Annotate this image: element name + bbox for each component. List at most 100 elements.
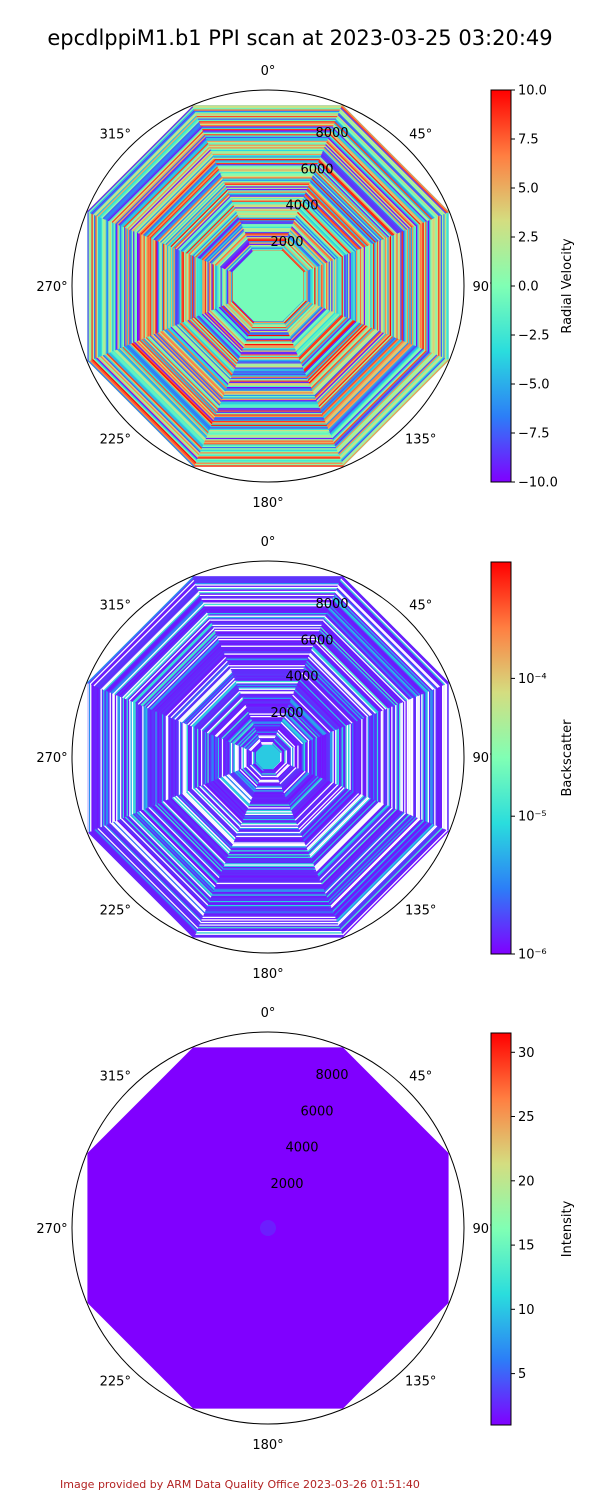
- ppi-range-gate: [206, 695, 245, 734]
- ppi-range-gate: [287, 704, 321, 738]
- ppi-range-gate: [217, 305, 249, 337]
- ppi-range-gate: [274, 763, 289, 778]
- ppi-range-gate: [217, 235, 249, 267]
- ppi-range-gate: [321, 151, 403, 233]
- ppi-range-gate: [325, 343, 412, 430]
- ppi-range-gate: [313, 172, 382, 241]
- ppi-range-gate: [163, 798, 227, 862]
- ppi-range-gate: [283, 301, 310, 328]
- ppi-range-gate: [129, 341, 213, 425]
- ppi-range-gate: [169, 796, 229, 856]
- ppi-range-gate: [145, 634, 219, 708]
- angle-tick-label: 180°: [252, 1438, 283, 1453]
- ppi-range-gate: [322, 340, 404, 422]
- ppi-range-gate: [245, 764, 261, 780]
- ppi-range-gate: [308, 183, 371, 246]
- ppi-range-gate: [304, 322, 360, 378]
- ppi-range-gate: [311, 329, 377, 395]
- ppi-range-gate: [122, 815, 210, 903]
- ppi-range-gate: [283, 715, 310, 742]
- ppi-range-gate: [293, 311, 334, 352]
- ppi-range-gate: [97, 115, 199, 217]
- ppi-range-gate: [298, 787, 347, 836]
- angle-tick-label: 315°: [100, 127, 131, 142]
- ppi-range-gate: [209, 227, 246, 264]
- ppi-range-gate: [288, 703, 322, 737]
- ppi-range-gate: [294, 783, 336, 825]
- angle-tick-label: 135°: [405, 1375, 436, 1390]
- ppi-range-gate: [317, 634, 391, 708]
- ppi-range-gate: [149, 804, 221, 876]
- ppi-range-gate: [313, 643, 382, 712]
- ppi-range-gate: [196, 685, 240, 729]
- ppi-range-gate: [318, 160, 394, 236]
- ppi-range-gate: [337, 826, 440, 929]
- ppi-range-gate: [296, 685, 340, 729]
- ppi-range-gate: [301, 319, 353, 371]
- ppi-range-gate: [298, 787, 345, 834]
- ppi-range-gate: [328, 607, 418, 697]
- ppi-range-gate: [120, 345, 209, 434]
- ppi-range-gate: [243, 765, 260, 782]
- ppi-range-gate: [296, 785, 341, 830]
- ppi-range-gate: [103, 823, 202, 922]
- ppi-range-gate: [176, 194, 232, 250]
- ppi-range-gate: [291, 697, 328, 734]
- ppi-range-gate: [105, 123, 203, 221]
- colorbar-tick-label: 7.5: [518, 133, 539, 148]
- ppi-range-gate: [114, 819, 206, 911]
- colorbar-tick-label: 5: [518, 1367, 526, 1382]
- ppi-range-gate: [338, 112, 442, 216]
- ppi-range-gate: [304, 193, 361, 250]
- ppi-range-gate: [340, 578, 447, 685]
- ppi-range-gate: [285, 303, 315, 333]
- ppi-range-gate: [191, 787, 238, 834]
- ppi-range-gate: [184, 673, 236, 725]
- ppi-range-gate: [102, 120, 202, 220]
- ppi-range-gate: [182, 200, 235, 253]
- ppi-range-gate: [212, 701, 247, 736]
- ppi-range-gate: [189, 316, 238, 365]
- ppi-range-gate: [212, 230, 247, 265]
- ppi-range-gate: [97, 355, 199, 457]
- ppi-range-gate: [318, 336, 395, 413]
- ppi-range-gate: [214, 306, 248, 340]
- ppi-range-gate: [90, 828, 197, 935]
- ppi-range-gate: [202, 782, 243, 823]
- ppi-range-gate: [277, 766, 296, 785]
- ppi-range-gate: [339, 581, 444, 686]
- ppi-range-gate: [307, 656, 369, 718]
- ppi-range-gate: [94, 827, 198, 931]
- range-tick-label: 2000: [270, 1177, 303, 1192]
- ppi-range-gate: [283, 716, 309, 742]
- angle-tick-label: 0°: [261, 64, 276, 79]
- ppi-range-gate: [312, 330, 380, 398]
- ppi-range-gate: [289, 778, 324, 813]
- ppi-range-gate: [300, 318, 351, 369]
- ppi-range-gate: [284, 714, 311, 741]
- ppi-range-gate: [306, 324, 366, 384]
- ppi-range-gate: [154, 802, 223, 871]
- ppi-range-gate: [144, 806, 219, 881]
- ppi-range-gate: [214, 777, 248, 811]
- ppi-range-gate: [202, 311, 243, 352]
- ppi-range-gate: [119, 137, 209, 227]
- ppi-range-gate: [328, 136, 418, 226]
- ppi-range-gate: [324, 617, 408, 701]
- ppi-range-gate: [112, 819, 206, 913]
- ppi-range-gate: [323, 341, 405, 423]
- ppi-range-gate: [285, 774, 315, 804]
- ppi-range-gate: [89, 358, 196, 465]
- ppi-range-gate: [318, 336, 394, 412]
- ppi-range-gate: [308, 654, 371, 717]
- ppi-range-gate: [340, 107, 447, 214]
- ppi-range-gate: [142, 336, 218, 412]
- ppi-range-gate: [303, 792, 357, 846]
- ppi-range-gate: [300, 789, 352, 841]
- ppi-range-gate: [311, 177, 377, 243]
- ppi-range-gate: [283, 772, 309, 798]
- ppi-range-gate: [178, 321, 233, 376]
- ppi-range-gate: [189, 787, 238, 836]
- ppi-range-gate: [312, 330, 379, 397]
- ppi-range-gate: [280, 769, 302, 791]
